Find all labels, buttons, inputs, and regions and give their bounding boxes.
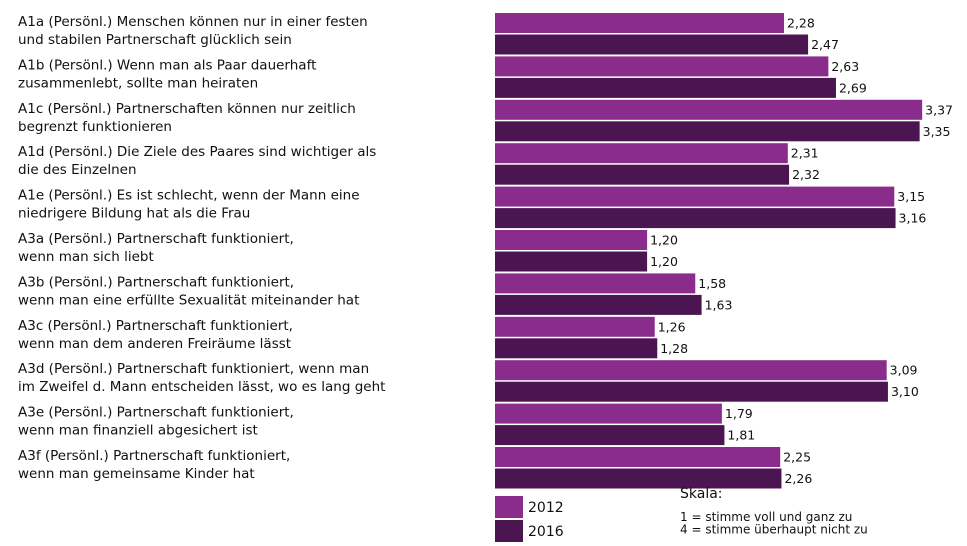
legend-label: 2012 bbox=[528, 500, 564, 516]
category-label: A3d (Persönl.) Partnerschaft funktionier… bbox=[18, 361, 369, 377]
category-label: A1a (Persönl.) Menschen können nur in ei… bbox=[18, 14, 368, 30]
category-label: die des Einzelnen bbox=[18, 162, 137, 178]
bar bbox=[495, 403, 722, 424]
category-label: im Zweifel d. Mann entscheiden lässt, wo… bbox=[18, 379, 385, 395]
category-label: wenn man eine erfüllte Sexualität mitein… bbox=[18, 292, 359, 308]
bar bbox=[495, 121, 920, 142]
category-label: A1c (Persönl.) Partnerschaften können nu… bbox=[18, 101, 356, 117]
category-label: A1d (Persönl.) Die Ziele des Paares sind… bbox=[18, 144, 376, 160]
bar bbox=[495, 381, 888, 402]
value-label: 2,32 bbox=[792, 167, 820, 182]
value-label: 1,20 bbox=[650, 254, 678, 269]
bar bbox=[495, 13, 785, 33]
category-label: A3c (Persönl.) Partnerschaft funktionier… bbox=[18, 318, 293, 334]
category-label: zusammenlebt, sollte man heiraten bbox=[18, 75, 258, 91]
bar bbox=[495, 447, 781, 467]
category-label: begrenzt funktionieren bbox=[18, 119, 172, 135]
bar bbox=[495, 273, 696, 294]
legend-label: 2016 bbox=[528, 524, 564, 540]
value-label: 3,15 bbox=[897, 189, 925, 204]
bar bbox=[495, 208, 896, 229]
value-label: 2,31 bbox=[791, 146, 819, 161]
category-label: und stabilen Partnerschaft glücklich sei… bbox=[18, 32, 292, 48]
value-label: 2,26 bbox=[784, 471, 812, 486]
category-label: wenn man gemeinsame Kinder hat bbox=[18, 466, 255, 482]
value-label: 2,63 bbox=[831, 59, 859, 74]
bar bbox=[495, 143, 788, 164]
bar bbox=[495, 164, 790, 185]
category-label: A3b (Persönl.) Partnerschaft funktionier… bbox=[18, 274, 294, 290]
annotation: 4 = stimme überhaupt nicht zu bbox=[680, 523, 868, 537]
legend-swatch bbox=[495, 520, 523, 542]
bar bbox=[495, 251, 648, 272]
value-label: 2,47 bbox=[811, 37, 839, 52]
category-label: A3a (Persönl.) Partnerschaft funktionier… bbox=[18, 231, 294, 247]
bar bbox=[495, 230, 648, 250]
category-label: wenn man finanziell abgesichert ist bbox=[18, 423, 258, 439]
value-label: 1,58 bbox=[698, 276, 726, 291]
value-label: 1,81 bbox=[727, 428, 755, 443]
bar bbox=[495, 468, 782, 489]
category-label: A1e (Persönl.) Es ist schlecht, wenn der… bbox=[18, 188, 360, 204]
value-label: 3,35 bbox=[923, 124, 951, 139]
value-label: 1,63 bbox=[705, 297, 733, 312]
category-label: A3e (Persönl.) Partnerschaft funktionier… bbox=[18, 405, 294, 421]
bar bbox=[495, 316, 655, 337]
annotation: 1 = stimme voll und ganz zu bbox=[680, 510, 852, 524]
value-label: 1,28 bbox=[660, 341, 688, 356]
annotation: Skala: bbox=[680, 486, 723, 502]
value-label: 2,69 bbox=[839, 80, 867, 95]
value-label: 1,26 bbox=[658, 319, 686, 334]
value-label: 1,20 bbox=[650, 233, 678, 248]
category-label: wenn man sich liebt bbox=[18, 249, 154, 265]
value-label: 3,16 bbox=[899, 211, 927, 226]
category-label: A1b (Persönl.) Wenn man als Paar dauerha… bbox=[18, 57, 316, 73]
value-label: 3,09 bbox=[890, 363, 918, 378]
value-label: 2,28 bbox=[787, 16, 815, 31]
bar bbox=[495, 34, 809, 55]
legend-swatch bbox=[495, 496, 523, 518]
bar bbox=[495, 99, 923, 120]
bar bbox=[495, 77, 836, 98]
bar bbox=[495, 360, 887, 381]
value-label: 3,10 bbox=[891, 384, 919, 399]
category-label: A3f (Persönl.) Partnerschaft funktionier… bbox=[18, 448, 290, 464]
bar bbox=[495, 186, 895, 207]
bar bbox=[495, 56, 829, 77]
bar bbox=[495, 425, 725, 446]
value-label: 2,25 bbox=[783, 450, 811, 465]
bar bbox=[495, 294, 702, 315]
value-label: 1,79 bbox=[725, 406, 753, 421]
category-label: wenn man dem anderen Freiräume lässt bbox=[18, 336, 291, 352]
bar bbox=[495, 338, 658, 359]
value-label: 3,37 bbox=[925, 102, 953, 117]
category-label: niedrigere Bildung hat als die Frau bbox=[18, 206, 250, 222]
